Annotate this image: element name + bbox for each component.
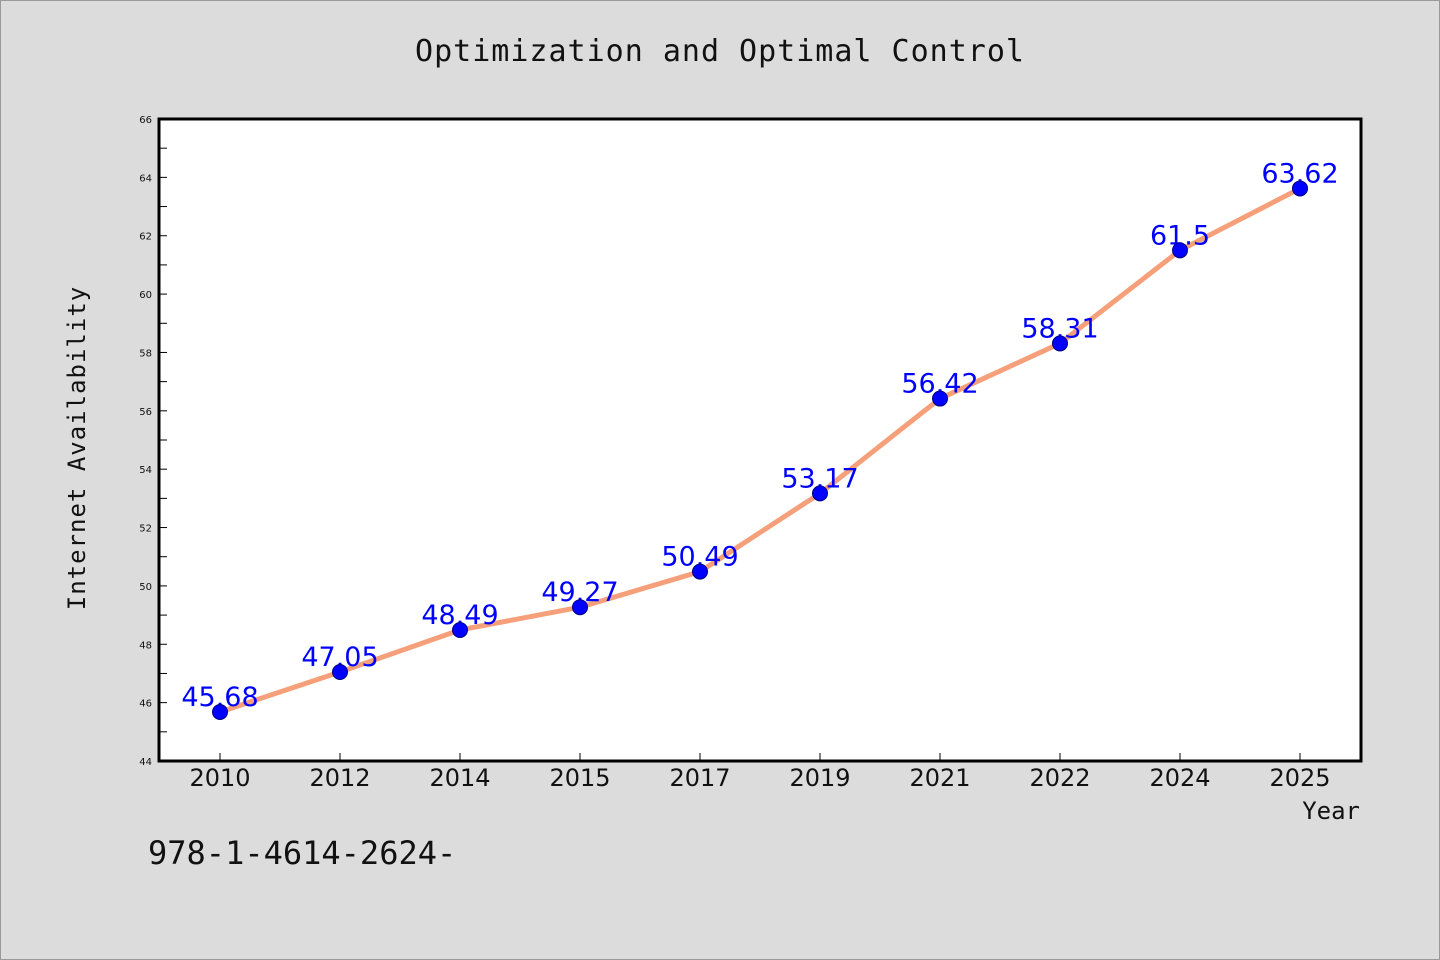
x-tick-label: 2024: [1149, 764, 1210, 792]
y-tick-label: 54: [139, 465, 152, 476]
axes: 44 46 48 50 52 54 56 58 60 62 64 66 2010 2012 2014 2015…: [139, 115, 1330, 792]
y-tick-label: 60: [139, 290, 152, 301]
y-tick-label: 44: [139, 757, 152, 768]
data-point: [932, 390, 948, 407]
data-point: [572, 599, 588, 616]
x-tick-label: 2012: [309, 764, 370, 792]
y-tick-label: 64: [139, 173, 152, 184]
footnote-text: 978-1-4614-2624-: [148, 834, 457, 872]
y-tick-label: 50: [139, 582, 152, 593]
data-point: [1172, 242, 1188, 259]
data-point: [1052, 335, 1068, 352]
data-point: [452, 621, 468, 638]
y-tick-label: 62: [139, 232, 152, 243]
x-tick-label: 2017: [669, 764, 730, 792]
plot-area: [157, 117, 1363, 763]
y-tick-label: 66: [139, 115, 152, 126]
chart-title: Optimization and Optimal Control: [415, 34, 1025, 69]
y-tick-label: 48: [139, 640, 152, 651]
data-point: [1292, 180, 1308, 197]
data-point: [812, 485, 828, 502]
data-point: [212, 703, 228, 720]
y-tick-label: 56: [139, 407, 152, 418]
x-tick-label: 2019: [789, 764, 850, 792]
series-line: [217, 185, 1303, 715]
data-point: [332, 663, 348, 680]
x-tick-label: 2015: [549, 764, 610, 792]
x-tick-label: 2025: [1269, 764, 1330, 792]
x-tick-label: 2021: [909, 764, 970, 792]
y-tick-label: 58: [139, 348, 152, 359]
x-tick-label: 2010: [189, 764, 250, 792]
x-axis-label: Year: [1302, 797, 1360, 825]
series-group: 45.6847.0548.4949.2750.4953.1756.4258.31…: [181, 158, 1339, 720]
y-tick-label: 52: [139, 524, 152, 535]
x-tick-label: 2014: [429, 764, 490, 792]
data-point: [692, 563, 708, 580]
y-tick-label: 46: [139, 699, 152, 710]
x-tick-label: 2022: [1029, 764, 1090, 792]
